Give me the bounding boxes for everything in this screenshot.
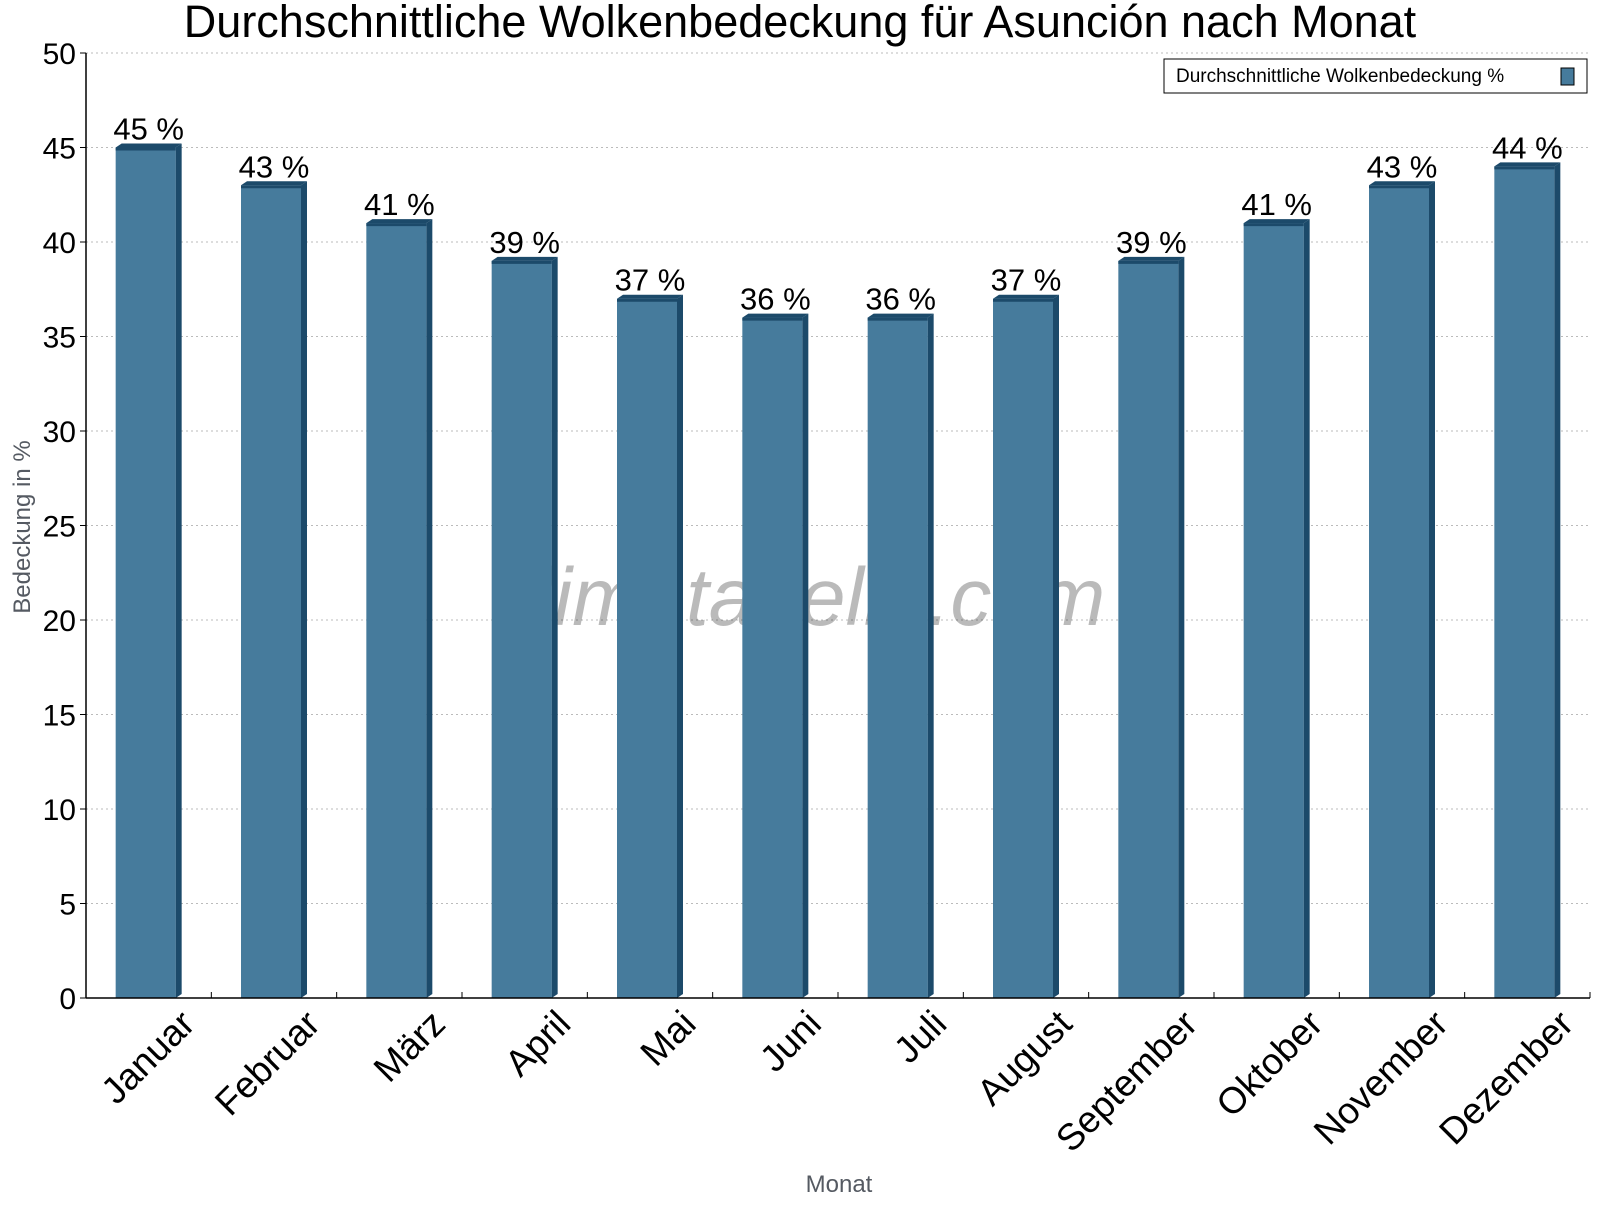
legend: Durchschnittliche Wolkenbedeckung % <box>1163 58 1588 94</box>
x-tick-label: Februar <box>207 1003 328 1124</box>
data-label: 39 % <box>1116 225 1187 260</box>
bar-group <box>491 256 558 998</box>
bar-group <box>1494 162 1561 998</box>
bar-top <box>1243 219 1310 224</box>
legend-swatch <box>1560 67 1575 86</box>
x-tick-label: November <box>1306 1003 1456 1153</box>
y-axis-label: Bedeckung in % <box>9 440 36 613</box>
data-label: 36 % <box>865 282 936 317</box>
bar <box>993 298 1053 998</box>
data-label: 39 % <box>489 225 560 260</box>
bar <box>491 260 552 998</box>
bar-group <box>1118 256 1185 998</box>
bar-side <box>1178 256 1185 998</box>
bar <box>115 147 176 998</box>
bar <box>1243 223 1304 999</box>
legend-label: Durchschnittliche Wolkenbedeckung % <box>1176 66 1504 87</box>
bar-group <box>241 181 307 999</box>
bar-group <box>1243 219 1310 999</box>
bar-group <box>617 294 683 998</box>
bar-side <box>802 313 809 999</box>
bar-side <box>551 256 558 998</box>
bar <box>366 223 427 999</box>
x-tick-label: April <box>497 1003 578 1084</box>
y-tick-label: 45 <box>43 133 76 166</box>
bar-group <box>993 294 1059 998</box>
data-label: 36 % <box>740 282 811 317</box>
data-label: 44 % <box>1492 130 1563 165</box>
data-label: 41 % <box>1241 187 1312 222</box>
bar-top <box>742 313 809 318</box>
y-tick-label: 0 <box>59 983 76 1016</box>
data-label: 43 % <box>239 149 310 184</box>
bar <box>742 317 803 999</box>
chart-title: Durchschnittliche Wolkenbedeckung für As… <box>184 0 1417 47</box>
bar <box>1369 185 1429 999</box>
bar-top <box>241 181 307 186</box>
bar-side <box>301 181 307 999</box>
y-tick-label: 40 <box>43 227 76 260</box>
y-tick-label: 25 <box>43 511 76 544</box>
axes: 0 5 10 15 20 25 30 35 40 45 50 <box>43 38 1591 1016</box>
x-tick-label: Mai <box>633 1003 704 1074</box>
bar-side <box>927 313 934 999</box>
bar-top <box>867 313 934 318</box>
bar <box>1494 166 1555 998</box>
data-label: 37 % <box>615 263 686 298</box>
x-tick-label: Juli <box>886 1003 954 1071</box>
bar-group <box>366 219 433 999</box>
bar-top <box>1369 181 1435 186</box>
x-axis-label: Monat <box>806 1171 873 1198</box>
bar <box>241 185 301 999</box>
grid-lines <box>86 52 1590 904</box>
y-tick-label: 5 <box>59 889 76 922</box>
data-label: 41 % <box>364 187 435 222</box>
bar-side <box>1303 219 1310 999</box>
bar-side <box>1429 181 1435 999</box>
bar <box>867 317 928 999</box>
bar-group <box>115 143 182 998</box>
data-label: 43 % <box>1367 149 1438 184</box>
legend-box <box>1163 58 1588 94</box>
bar-group <box>1369 181 1435 999</box>
bars <box>115 143 1561 999</box>
x-tick-label: August <box>969 1002 1080 1113</box>
x-tick-label: Juni <box>752 1003 829 1080</box>
bar-top <box>1494 162 1561 167</box>
bar-top <box>491 256 558 261</box>
bar-side <box>677 294 683 998</box>
bar-side <box>1053 294 1059 998</box>
bar <box>1118 260 1179 998</box>
data-label: 37 % <box>991 263 1062 298</box>
x-tick-label: März <box>366 1003 453 1090</box>
bar-top <box>1118 256 1185 261</box>
y-tick-label: 35 <box>43 322 76 355</box>
bar-top <box>993 294 1059 299</box>
y-tick-label: 30 <box>43 416 76 449</box>
bar-side <box>175 143 182 998</box>
bar-group <box>742 313 809 999</box>
y-tick-label: 50 <box>43 38 76 71</box>
data-label: 45 % <box>113 112 184 147</box>
bar-side <box>426 219 433 999</box>
y-tick-label: 15 <box>43 700 76 733</box>
y-tick-label: 10 <box>43 794 76 827</box>
bar-top <box>115 143 182 148</box>
x-tick-label: Dezember <box>1431 1003 1581 1153</box>
bar-top <box>617 294 683 299</box>
y-tick-label: 20 <box>43 605 76 638</box>
bar-side <box>1554 162 1561 998</box>
bar <box>617 298 677 998</box>
bar-group <box>867 313 934 999</box>
x-tick-label: Oktober <box>1208 1003 1330 1125</box>
x-tick-label: Januar <box>93 1003 202 1112</box>
bar-top <box>366 219 433 224</box>
